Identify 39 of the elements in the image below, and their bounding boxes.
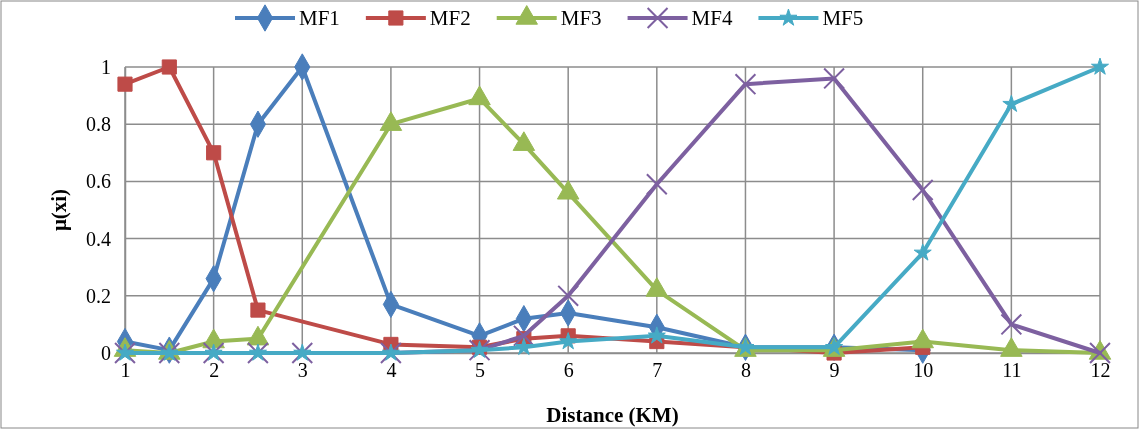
- y-tick-label: 0.4: [86, 227, 111, 250]
- y-tick-label: 0: [101, 341, 111, 364]
- legend-label: MF1: [299, 6, 340, 30]
- legend-label: MF5: [822, 6, 864, 30]
- point: [514, 337, 533, 356]
- x-tick-label: 9: [829, 359, 840, 382]
- x-tick-label: 6: [563, 359, 574, 382]
- y-tick-label: 0.6: [86, 170, 111, 193]
- point: [911, 179, 934, 201]
- x-tick-label: 10: [913, 359, 934, 382]
- point: [1000, 313, 1023, 336]
- point: [250, 302, 266, 318]
- point: [823, 67, 846, 90]
- point: [512, 324, 535, 347]
- x-tick-label: 1: [120, 359, 131, 382]
- x-tick-label: 12: [1090, 359, 1111, 382]
- x-axis-title: Distance (KM): [546, 403, 679, 427]
- point: [161, 59, 177, 75]
- point: [117, 76, 133, 92]
- point: [647, 326, 666, 344]
- y-tick-label: 1: [101, 55, 111, 78]
- x-tick-label: 7: [652, 359, 663, 382]
- point: [734, 73, 757, 96]
- x-tick-label: 5: [475, 359, 486, 382]
- legend-label: MF2: [429, 6, 471, 30]
- point: [913, 243, 932, 261]
- x-tick-label: 4: [386, 359, 397, 382]
- point: [1090, 57, 1110, 75]
- x-tick-label: 3: [297, 359, 308, 382]
- y-axis-title: μ(xi): [47, 188, 71, 232]
- y-tick-label: 0.8: [86, 113, 111, 136]
- x-tick-label: 2: [209, 359, 220, 382]
- legend-label: MF4: [691, 6, 733, 30]
- x-tick-label: 8: [740, 359, 751, 382]
- legend-label: MF3: [560, 6, 602, 30]
- y-tick-label: 0.2: [86, 284, 111, 307]
- x-tick-label: 11: [1002, 359, 1022, 382]
- point: [559, 332, 578, 350]
- point: [206, 145, 222, 161]
